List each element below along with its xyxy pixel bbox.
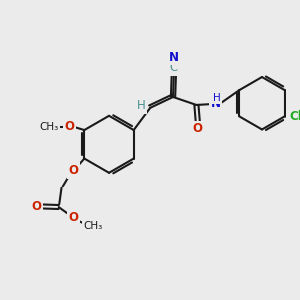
Text: C: C [170,61,178,74]
Text: O: O [32,200,41,213]
Text: N: N [169,51,179,64]
Text: O: O [64,120,74,133]
Text: Cl: Cl [289,110,300,123]
Text: H: H [136,99,145,112]
Text: H: H [212,92,220,103]
Text: O: O [193,122,203,135]
Text: O: O [68,211,79,224]
Text: O: O [68,164,79,177]
Text: N: N [211,97,221,110]
Text: CH₃: CH₃ [83,221,103,231]
Text: CH₃: CH₃ [39,122,58,132]
